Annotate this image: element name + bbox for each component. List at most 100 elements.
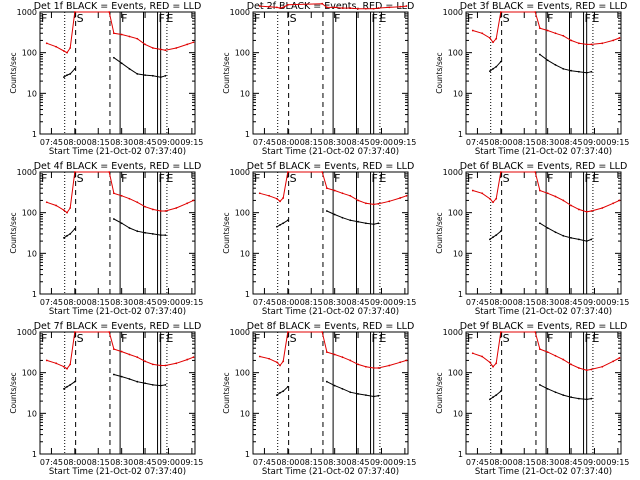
data-point-events bbox=[325, 380, 328, 383]
series-line-events bbox=[489, 61, 502, 72]
interval-marker-f: F bbox=[467, 172, 473, 185]
data-point-lld bbox=[538, 189, 541, 192]
data-point-events bbox=[585, 71, 588, 74]
series-line-events bbox=[113, 57, 166, 78]
interval-marker-s: S bbox=[290, 12, 297, 25]
data-point-lld bbox=[186, 43, 189, 46]
y-axis-label: Counts/sec bbox=[9, 52, 18, 93]
data-point-lld bbox=[282, 6, 285, 9]
y-axis-label: Counts/sec bbox=[222, 372, 231, 413]
x-tick-label: 08:30 bbox=[323, 298, 346, 307]
interval-marker-f: F bbox=[334, 12, 340, 25]
data-point-lld bbox=[192, 199, 195, 202]
data-point-lld bbox=[175, 207, 178, 209]
series-line-events bbox=[113, 374, 166, 387]
x-tick-label: 08:15 bbox=[300, 458, 323, 467]
data-point-lld bbox=[562, 34, 565, 37]
panel-title: Det 7f BLACK = Events, RED = LLD bbox=[34, 321, 202, 332]
x-tick-label: 08:45 bbox=[347, 298, 370, 307]
data-point-events bbox=[546, 59, 549, 62]
series-line-events bbox=[489, 390, 502, 400]
data-point-events bbox=[120, 222, 123, 225]
data-point-events bbox=[69, 384, 72, 386]
data-point-events bbox=[495, 65, 498, 68]
data-point-events bbox=[492, 236, 494, 239]
interval-marker-f: F bbox=[41, 12, 47, 25]
data-point-lld bbox=[405, 194, 408, 197]
y-tick-label: 1 bbox=[32, 130, 37, 139]
x-tick-label: 09:00 bbox=[370, 298, 393, 307]
data-point-lld bbox=[577, 208, 580, 211]
data-point-events bbox=[570, 69, 572, 72]
x-tick-label: 07:45 bbox=[466, 298, 489, 307]
data-point-lld bbox=[333, 353, 336, 356]
y-tick-label: 1 bbox=[458, 290, 463, 299]
interval-marker-f: F bbox=[585, 172, 591, 185]
y-axis-label: Counts/sec bbox=[222, 52, 231, 93]
data-point-lld bbox=[372, 7, 375, 10]
data-point-events bbox=[538, 384, 541, 386]
data-point-events bbox=[489, 398, 491, 401]
data-point-lld bbox=[325, 6, 328, 9]
data-point-events bbox=[112, 218, 115, 220]
data-point-events bbox=[372, 395, 375, 398]
interval-marker-f: F bbox=[372, 12, 378, 25]
interval-marker-f: F bbox=[121, 332, 127, 345]
data-point-events bbox=[120, 62, 123, 65]
data-point-events bbox=[554, 391, 557, 394]
data-point-lld bbox=[120, 33, 123, 36]
data-point-events bbox=[499, 390, 502, 393]
data-point-lld bbox=[364, 7, 367, 10]
panel-title: Det 4f BLACK = Events, RED = LLD bbox=[34, 161, 202, 172]
x-tick-label: 09:15 bbox=[393, 458, 416, 467]
data-point-lld bbox=[175, 362, 178, 365]
data-point-lld bbox=[399, 5, 402, 8]
data-point-events bbox=[341, 387, 344, 390]
data-point-lld bbox=[276, 6, 278, 9]
x-tick-label: 07:45 bbox=[253, 298, 276, 307]
data-point-lld bbox=[321, 331, 324, 333]
data-point-lld bbox=[538, 348, 541, 350]
data-point-lld bbox=[554, 354, 557, 357]
data-point-lld bbox=[279, 364, 281, 367]
data-point-lld bbox=[534, 11, 537, 13]
x-tick-label: 07:45 bbox=[466, 138, 489, 147]
detector-panel-8: Det 8f BLACK = Events, RED = LLD 1 10 100 10… bbox=[222, 321, 416, 477]
x-tick-label: 08:30 bbox=[536, 138, 559, 147]
y-tick-label: 1000 bbox=[230, 328, 250, 337]
interval-marker-f: F bbox=[547, 332, 553, 345]
y-tick-label: 1000 bbox=[230, 168, 250, 177]
data-point-lld bbox=[69, 363, 72, 366]
x-tick-label: 09:15 bbox=[393, 138, 416, 147]
series-line-events bbox=[276, 386, 289, 396]
data-point-events bbox=[128, 67, 131, 70]
data-point-lld bbox=[66, 367, 68, 370]
data-point-lld bbox=[405, 5, 408, 7]
x-tick-label: 07:45 bbox=[40, 298, 63, 307]
x-tick-label: 08:45 bbox=[347, 458, 370, 467]
data-point-lld bbox=[489, 37, 491, 39]
data-point-events bbox=[489, 238, 491, 241]
interval-marker-f: F bbox=[585, 12, 591, 25]
x-tick-label: 09:15 bbox=[180, 138, 203, 147]
x-tick-label: 08:00 bbox=[489, 298, 512, 307]
detector-panel-7: Det 7f BLACK = Events, RED = LLD 1 10 100 10… bbox=[9, 321, 203, 477]
data-point-lld bbox=[325, 187, 328, 190]
data-point-events bbox=[341, 216, 344, 219]
y-axis-label: Counts/sec bbox=[435, 52, 444, 93]
x-tick-label: 08:00 bbox=[276, 138, 299, 147]
data-point-lld bbox=[341, 192, 344, 195]
data-point-lld bbox=[357, 363, 359, 366]
x-tick-label: 08:30 bbox=[110, 138, 133, 147]
data-point-events bbox=[276, 225, 278, 228]
x-tick-label: 08:45 bbox=[560, 298, 583, 307]
data-point-lld bbox=[570, 39, 572, 42]
data-point-lld bbox=[481, 32, 484, 35]
interval-marker-f: F bbox=[121, 12, 127, 25]
x-axis-label: Start Time (21-Oct-02 07:37:40) bbox=[262, 307, 399, 317]
series-line-events bbox=[326, 381, 379, 398]
series-line-events bbox=[276, 219, 289, 228]
data-point-lld bbox=[258, 355, 261, 358]
panel-title: Det 2f BLACK = Events, RED = LLD bbox=[247, 1, 415, 12]
y-tick-label: 1000 bbox=[230, 8, 250, 17]
